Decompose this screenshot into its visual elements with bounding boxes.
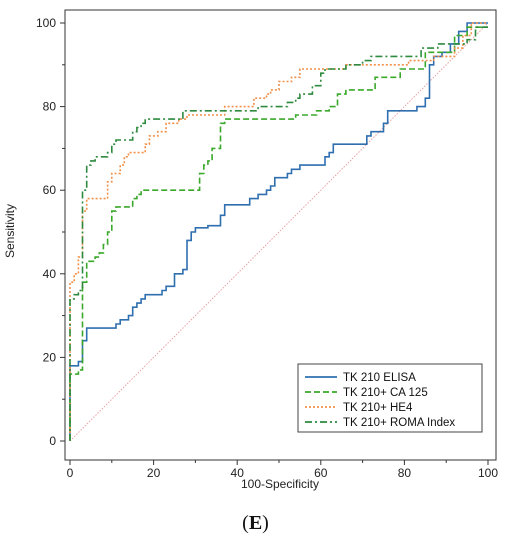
x-axis-title: 100-Specificity [241, 477, 319, 491]
x-tick-label-0: 0 [67, 466, 74, 480]
y-tick-label-5: 100 [36, 16, 56, 30]
x-tick-label-5: 100 [478, 466, 498, 480]
y-axis-title: Sensitivity [3, 204, 17, 258]
panel-label-close: ) [262, 512, 269, 534]
x-tick-label-1: 20 [147, 466, 161, 480]
y-tick-label-4: 80 [43, 100, 57, 114]
y-axis-ticks: 0 20 40 60 80 100 [36, 16, 65, 448]
x-axis-ticks: 0 20 40 60 80 100 [67, 460, 498, 480]
legend-label-3: TK 210+ ROMA Index [343, 417, 455, 429]
x-tick-label-3: 60 [314, 466, 328, 480]
reference-diagonal [69, 22, 489, 442]
x-tick-label-2: 40 [231, 466, 245, 480]
reference-line-layer [69, 22, 489, 442]
legend-box [297, 363, 483, 433]
x-tick-label-4: 80 [398, 466, 412, 480]
series-line-0 [69, 22, 488, 441]
y-tick-label-3: 60 [43, 183, 57, 197]
legend-label-1: TK 210+ CA 125 [343, 387, 428, 399]
roc-chart: 0 20 40 60 80 100 0 20 40 60 80 100 100-Specificit… [3, 9, 498, 491]
legend-label-0: TK 210 ELISA [343, 372, 416, 384]
y-tick-label-1: 20 [43, 350, 57, 364]
plot-frame [64, 9, 497, 461]
panel-label: (E) [0, 512, 511, 535]
y-tick-label-0: 0 [49, 434, 56, 448]
panel-label-letter: E [248, 512, 263, 534]
legend-label-2: TK 210+ HE4 [343, 402, 413, 414]
legend: TK 210 ELISA TK 210+ CA 125 TK 210+ HE4 TK … [297, 363, 483, 433]
series-line-2 [69, 22, 488, 441]
series-line-1 [69, 26, 488, 441]
series-line-3 [69, 26, 488, 441]
panel-label-open: ( [242, 512, 249, 534]
y-tick-label-2: 40 [43, 267, 57, 281]
series-layer [69, 22, 488, 441]
